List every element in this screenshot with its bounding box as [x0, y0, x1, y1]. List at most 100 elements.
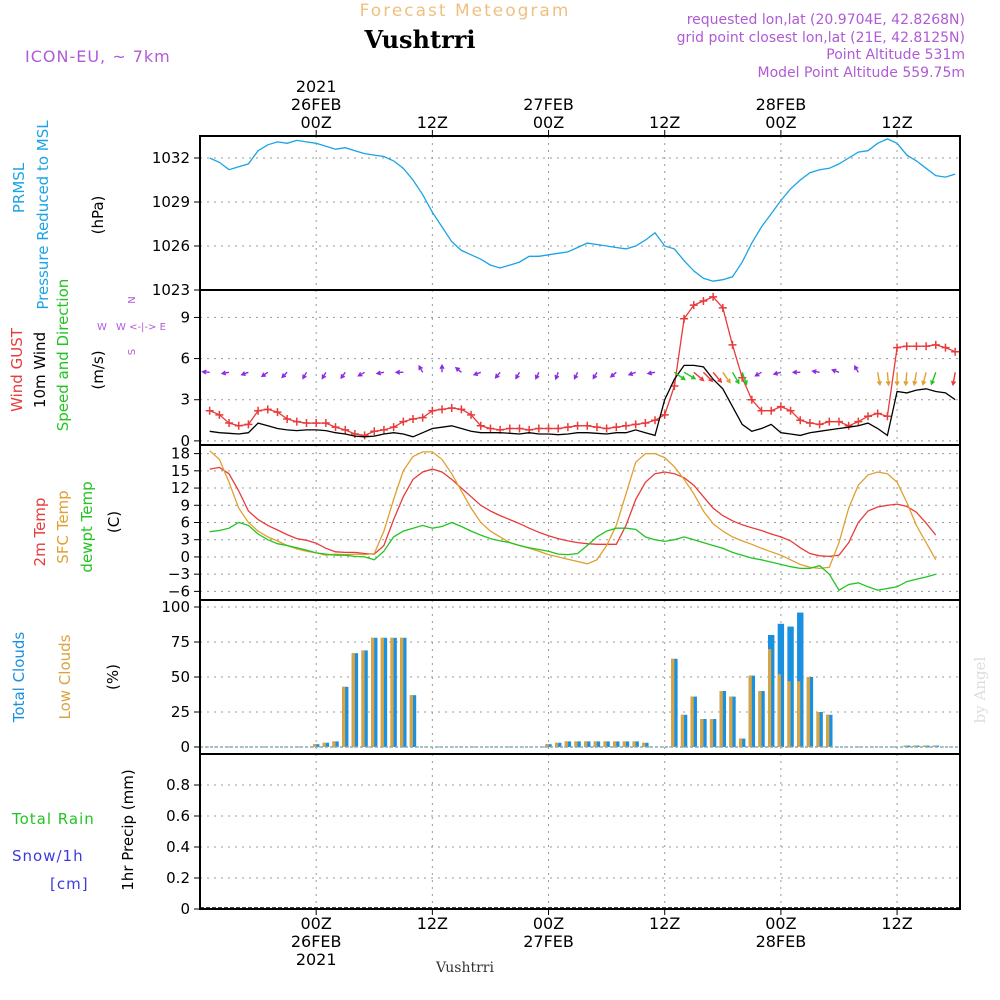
low-cloud-bar [680, 714, 685, 747]
series-line-2m-temp [209, 466, 937, 558]
low-cloud-bar [312, 744, 317, 747]
series-line-prmsl [209, 138, 956, 282]
bottom-time-label: 12Z [881, 914, 912, 933]
gust-marker [834, 417, 843, 426]
gust-marker [757, 406, 766, 415]
y-tick-label: 1026 [152, 237, 190, 255]
prmsl-label: PRMSL [10, 162, 28, 213]
wind-direction-arrow [260, 371, 269, 378]
wind-direction-arrow [573, 371, 579, 380]
wind-direction-arrow [418, 364, 424, 373]
total-rain-label: Total Rain [11, 810, 95, 828]
gust-marker [447, 403, 456, 412]
gust-marker [341, 425, 350, 434]
model-point-altitude: Model Point Altitude 559.75m [758, 65, 965, 81]
gust-marker [554, 424, 563, 433]
top-time-label: 00Z [301, 113, 332, 132]
gust-marker [893, 343, 902, 352]
y-tick-label: 0 [180, 738, 190, 756]
gust-marker [873, 409, 882, 418]
low-cloud-bar [787, 681, 791, 747]
wind-direction-arrow [772, 370, 782, 376]
gust-marker [505, 424, 514, 433]
series-line-dewpt-temp [209, 521, 936, 592]
low-cloud-bar [409, 695, 413, 747]
low-cloud-bar [584, 741, 588, 747]
wind-direction-arrow [357, 371, 365, 377]
y-tick-label: 25 [171, 703, 190, 721]
wind-direction-arrow [903, 372, 909, 387]
y-tick-label: −3 [168, 565, 190, 583]
gust-marker [379, 425, 388, 434]
percent-unit: (%) [104, 664, 122, 690]
low-cloud-bar [545, 744, 549, 747]
wind-direction-arrow [831, 368, 840, 374]
gust-marker [602, 424, 611, 433]
gust-marker [844, 421, 853, 430]
bottom-time-label: 28FEB [756, 932, 807, 951]
bottom-time-label: 00Z [301, 914, 332, 933]
bottom-time-label: 27FEB [523, 932, 574, 951]
gust-marker [699, 296, 708, 305]
temp-dewpt-label: dewpt Temp [78, 481, 96, 572]
y-tick-label: 0.4 [166, 838, 190, 856]
low-cloud-bar [826, 714, 830, 747]
low-cloud-bar [913, 745, 917, 747]
low-cloud-bar [922, 745, 927, 747]
gust-marker [902, 342, 911, 351]
bottom-time-label: 00Z [765, 914, 796, 933]
wind-direction-arrow [627, 371, 636, 376]
low-cloud-bar [390, 637, 394, 747]
gust-marker [428, 406, 437, 415]
wind-direction-arrow [854, 364, 859, 373]
gust-marker [534, 424, 543, 433]
low-cloud-bar [932, 745, 936, 747]
gust-marker [825, 417, 834, 426]
wind-direction-arrow [712, 371, 723, 384]
panel-frame [199, 289, 961, 446]
gust-marker [660, 410, 669, 419]
footer-station: Vushtrri [435, 960, 494, 976]
panel-frame [199, 753, 961, 910]
y-tick-label: 3 [180, 531, 190, 549]
model-label: ICON-EU, ~ 7km [25, 47, 171, 66]
gust-marker [796, 416, 805, 425]
bottom-time-label: 2021 [296, 950, 337, 969]
wind-direction-arrow [951, 372, 957, 387]
gust-marker [438, 405, 447, 414]
grid-point-coords: grid point closest lon,lat (21E, 42.8125… [677, 30, 965, 46]
y-tick-label: 0 [180, 900, 190, 918]
celsius-unit: (C) [105, 511, 123, 533]
wind-direction-arrow [683, 371, 697, 380]
wind-direction-arrow [722, 371, 731, 384]
gust-marker [457, 405, 466, 414]
gust-marker [689, 301, 698, 310]
gust-marker [389, 423, 398, 432]
y-tick-label: 75 [171, 633, 190, 651]
gust-marker [912, 342, 921, 351]
precip-axis-label: 1hr Precip (mm) [119, 769, 137, 890]
clouds-panel: 0 25 50 75 100 [161, 598, 961, 756]
gust-marker [941, 343, 950, 352]
low-cloud-bar [380, 637, 384, 747]
snow-label: Snow/1h [12, 847, 84, 865]
low-cloud-bar [603, 741, 607, 747]
gust-marker [651, 416, 660, 425]
gust-marker [399, 417, 408, 426]
low-cloud-bar [748, 675, 752, 747]
precipitation-panel: 0 0.2 0.4 0.6 0.8 [166, 753, 961, 918]
low-cloud-bar [729, 696, 733, 747]
temp-sfc-label: SFC Temp [54, 490, 72, 563]
wind-direction-arrow [281, 371, 288, 379]
gust-marker [302, 419, 311, 428]
total-clouds-label: Total Clouds [10, 632, 28, 724]
y-tick-label: 6 [180, 350, 190, 368]
low-cloud-bar [777, 674, 781, 747]
gust-marker [273, 408, 282, 417]
gust-marker [767, 406, 776, 415]
pressure-label: Pressure Reduced to MSL [34, 120, 52, 310]
wind-direction-arrow [702, 371, 714, 383]
